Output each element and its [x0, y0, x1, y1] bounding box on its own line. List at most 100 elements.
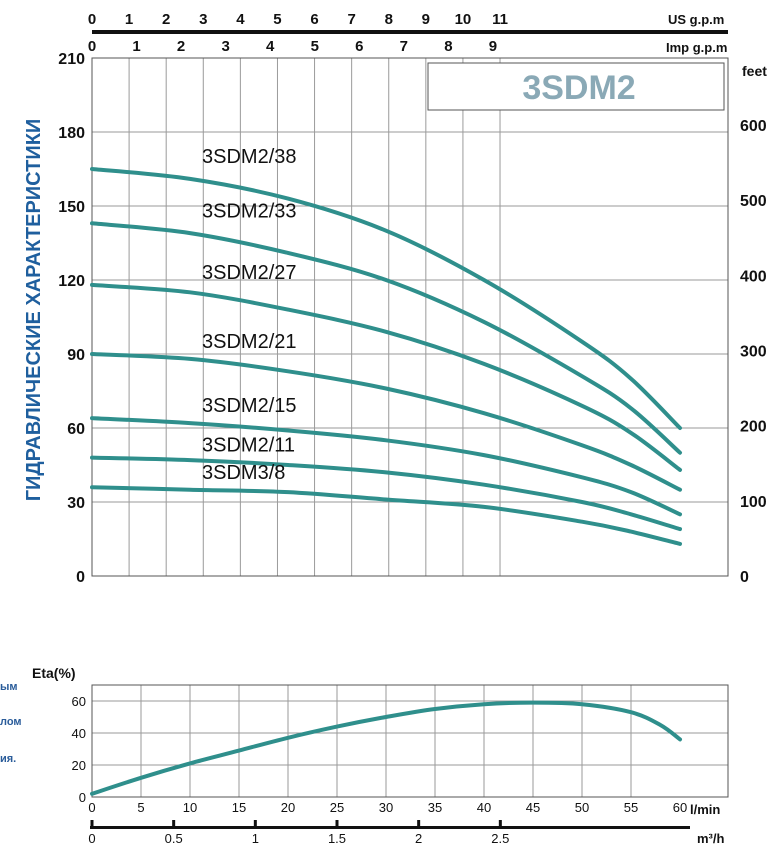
- imp-gpm-tick: 9: [489, 38, 497, 55]
- m3h-tick-mark: [335, 820, 339, 829]
- imp-gpm-tick: 7: [400, 38, 408, 55]
- m3h-tick-label: 0: [88, 831, 95, 846]
- series-curve: [90, 352, 682, 492]
- eta-x-tick: 40: [477, 800, 491, 815]
- series-curve: [90, 416, 682, 517]
- us-gpm-unit: US g.p.m: [668, 12, 724, 27]
- m3h-tick-label: 2.5: [491, 831, 509, 846]
- eta-curve: [90, 700, 682, 796]
- chart-title: 3SDM2: [522, 69, 635, 107]
- series-label: 3SDM3/8: [202, 462, 285, 484]
- us-gpm-tick: 3: [199, 11, 207, 28]
- series-label: 3SDM2/33: [202, 200, 297, 222]
- us-gpm-tick: 8: [385, 11, 393, 28]
- left-tick-label: 60: [67, 421, 85, 438]
- m3h-tick-mark: [90, 820, 94, 829]
- m3h-axis: 0 0.5 1 1.5 2 2.5 m³/h: [88, 820, 725, 846]
- m3h-unit: m³/h: [697, 831, 725, 846]
- imp-gpm-unit: Imp g.p.m: [666, 40, 727, 55]
- right-tick-label: 300: [740, 343, 767, 360]
- m3h-tick-label: 0.5: [165, 831, 183, 846]
- imp-gpm-tick: 4: [266, 38, 275, 55]
- eta-x-tick: 35: [428, 800, 442, 815]
- eta-text: 0 20 40 60 0 5 10 15 20 25 30 35 40 45 50 55 60 Eta(%) l/m…: [32, 665, 720, 817]
- main-plot-border: [91, 57, 729, 577]
- series-curve: [90, 485, 682, 546]
- series-label: 3SDM2/15: [202, 395, 297, 417]
- imp-gpm-tick: 6: [355, 38, 363, 55]
- us-gpm-tick: 11: [492, 11, 508, 28]
- eta-grid: [91, 684, 729, 798]
- eta-ylabel: Eta(%): [32, 665, 76, 681]
- left-tick-label: 0: [76, 569, 85, 586]
- eta-y-tick: 20: [72, 758, 86, 773]
- eta-x-tick: 25: [330, 800, 344, 815]
- left-fragment-2: лом: [0, 716, 22, 728]
- imp-gpm-tick: 0: [88, 38, 96, 55]
- m3h-tick-label: 1.5: [328, 831, 346, 846]
- m3h-axis-bar: [90, 826, 690, 829]
- imp-gpm-tick: 3: [221, 38, 229, 55]
- m3h-tick-mark: [417, 820, 421, 829]
- right-tick-label: 100: [740, 494, 767, 511]
- m3h-tick-mark: [253, 820, 257, 829]
- left-tick-label: 30: [67, 495, 85, 512]
- eta-y-tick: 40: [72, 726, 86, 741]
- imp-gpm-tick: 8: [444, 38, 452, 55]
- series-curve: [90, 221, 682, 455]
- series-curve: [90, 282, 682, 472]
- eta-y-tick: 60: [72, 694, 86, 709]
- imp-gpm-tick: 5: [311, 38, 319, 55]
- us-gpm-tick: 7: [347, 11, 355, 28]
- us-gpm-tick: 0: [88, 11, 96, 28]
- series-label: 3SDM2/11: [202, 435, 295, 457]
- m3h-tick-label: 1: [252, 831, 259, 846]
- main-text: 03060901201501802100100200300400500600fe…: [58, 11, 767, 586]
- eta-x-tick: 55: [624, 800, 638, 815]
- us-gpm-tick: 4: [236, 11, 245, 28]
- m3h-tick-mark: [172, 820, 176, 829]
- right-tick-label: 500: [740, 193, 767, 210]
- top-axis-bar: [92, 30, 728, 34]
- eta-x-tick: 50: [575, 800, 589, 815]
- series-curve: [90, 167, 682, 430]
- left-fragment-1: ым: [0, 681, 18, 693]
- series-label: 3SDM2/38: [202, 146, 297, 168]
- m3h-tick-mark: [498, 820, 502, 829]
- left-tick-label: 180: [58, 125, 85, 142]
- series-label: 3SDM2/27: [202, 262, 297, 284]
- efficiency-curve: [90, 700, 682, 796]
- right-tick-label: 400: [740, 268, 767, 285]
- left-tick-label: 150: [58, 199, 85, 216]
- us-gpm-tick: 10: [455, 11, 472, 28]
- right-tick-label: 200: [740, 419, 767, 436]
- right-tick-label: 0: [740, 569, 749, 586]
- title-box: [427, 62, 725, 111]
- eta-x-tick: 30: [379, 800, 393, 815]
- us-gpm-tick: 5: [273, 11, 281, 28]
- us-gpm-tick: 2: [162, 11, 170, 28]
- eta-y-tick: 0: [79, 790, 86, 805]
- left-tick-label: 210: [58, 51, 85, 68]
- right-axis-unit: feet: [742, 63, 767, 79]
- eta-x-tick: 60: [673, 800, 687, 815]
- series-curve: [90, 455, 682, 532]
- right-tick-label: 600: [740, 118, 767, 135]
- eta-x-tick: 0: [88, 800, 95, 815]
- left-fragment-3: ия.: [0, 753, 16, 765]
- eta-x-tick: 45: [526, 800, 540, 815]
- us-gpm-tick: 1: [125, 11, 133, 28]
- eta-xlabel: l/min: [690, 802, 720, 817]
- eta-plot-border: [91, 684, 729, 798]
- eta-x-tick: 5: [137, 800, 144, 815]
- us-gpm-tick: 6: [310, 11, 318, 28]
- left-tick-label: 120: [58, 273, 85, 290]
- side-title: ГИДРАВЛИЧЕСКИЕ ХАРАКТЕРИСТИКИ: [23, 119, 45, 502]
- eta-x-tick: 20: [281, 800, 295, 815]
- imp-gpm-tick: 2: [177, 38, 185, 55]
- eta-x-tick: 15: [232, 800, 246, 815]
- series-label: 3SDM2/21: [202, 331, 297, 353]
- imp-gpm-tick: 1: [132, 38, 140, 55]
- left-tick-label: 90: [67, 347, 85, 364]
